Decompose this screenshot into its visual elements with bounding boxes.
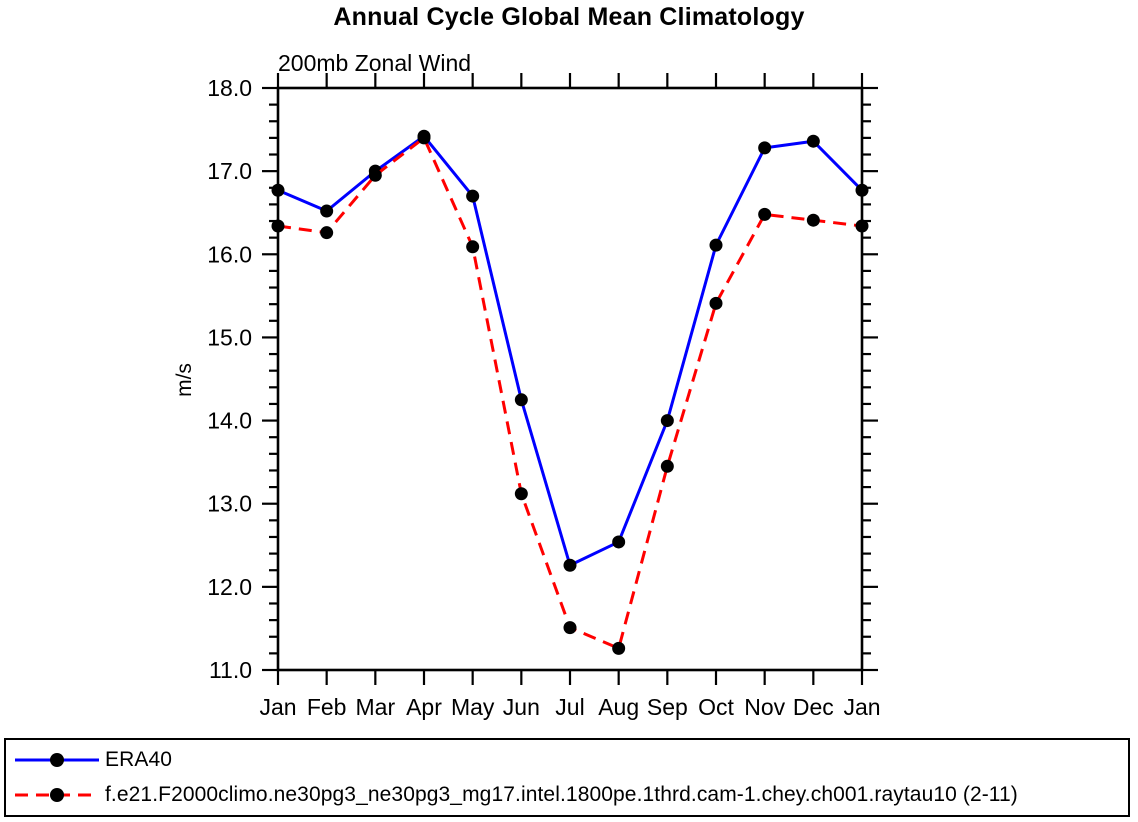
legend-entry-model: f.e21.F2000climo.ne30pg3_ne30pg3_mg17.in… (11, 777, 1128, 812)
x-tick-label: Jan (843, 694, 880, 720)
legend-entry-era40: ERA40 (11, 742, 1128, 777)
y-tick-label: 12.0 (207, 574, 252, 600)
chart-title: Annual Cycle Global Mean Climatology (333, 3, 805, 31)
y-tick-label: 16.0 (207, 241, 252, 267)
legend-solid-line-icon (15, 752, 99, 767)
x-tick-label: Nov (744, 694, 785, 720)
y-tick-label: 11.0 (209, 657, 252, 683)
y-tick-label: 13.0 (207, 491, 252, 517)
series-era40 (271, 129, 869, 572)
chart-plot-area: Jan Feb Mar Apr May Jun Jul Aug Sep Oct Nov Dec Jan 1… (207, 73, 881, 720)
x-tick-label: Aug (598, 694, 639, 720)
x-tick-label: May (451, 694, 495, 720)
legend-box: ERA40 f.e21.F2000climo.ne30pg3_ne30pg3_m… (4, 738, 1130, 817)
legend-label-model: f.e21.F2000climo.ne30pg3_ne30pg3_mg17.in… (105, 782, 1018, 806)
x-tick-label: Oct (698, 694, 734, 720)
x-tick-label: Dec (793, 694, 834, 720)
chart-subtitle: 200mb Zonal Wind (278, 50, 472, 76)
y-tick-label: 17.0 (207, 158, 252, 184)
x-tick-label: Mar (356, 694, 396, 720)
axes (262, 73, 878, 685)
legend-dashed-line-icon (15, 787, 99, 802)
x-tick-label: Jan (259, 694, 296, 720)
y-tick-label: 18.0 (207, 75, 252, 101)
y-tick-label: 14.0 (207, 408, 252, 434)
x-tick-label: Jul (555, 694, 584, 720)
x-tick-label: Feb (307, 694, 347, 720)
series-model (271, 131, 869, 655)
x-tick-label: Jun (503, 694, 540, 720)
x-tick-label: Sep (647, 694, 688, 720)
legend-label-era40: ERA40 (105, 747, 173, 771)
y-tick-label: 15.0 (207, 324, 252, 350)
x-tick-label: Apr (406, 694, 442, 720)
plot-frame (276, 86, 864, 672)
